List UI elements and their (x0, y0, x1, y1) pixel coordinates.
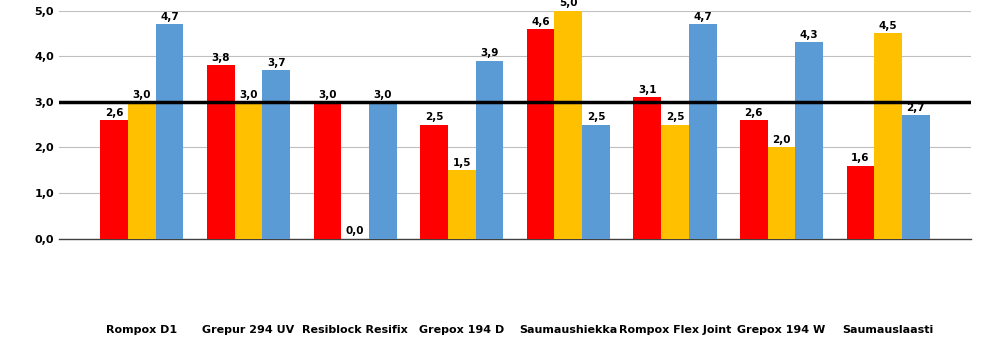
Text: 3,7: 3,7 (267, 58, 285, 67)
Text: Saumaushiekka: Saumaushiekka (519, 325, 617, 335)
Bar (634, 97, 661, 239)
Bar (847, 166, 874, 239)
Bar (129, 102, 156, 239)
Text: 3,9: 3,9 (481, 48, 498, 58)
Bar (582, 125, 610, 239)
Text: Grepox 194 D: Grepox 194 D (419, 325, 504, 335)
Text: 3,0: 3,0 (374, 90, 392, 100)
Text: 3,1: 3,1 (638, 85, 656, 95)
Text: 4,6: 4,6 (532, 16, 550, 26)
Text: 2,6: 2,6 (105, 108, 124, 118)
Bar (207, 65, 234, 239)
Text: Saumauslaasti: Saumauslaasti (843, 325, 934, 335)
Text: 2,5: 2,5 (587, 112, 605, 122)
Bar (156, 24, 183, 239)
Text: 2,0: 2,0 (772, 135, 791, 145)
Bar (740, 120, 768, 239)
Text: Rompox Flex Joint: Rompox Flex Joint (619, 325, 731, 335)
Text: 4,5: 4,5 (879, 21, 898, 31)
Text: 1,6: 1,6 (852, 153, 870, 163)
Bar (768, 147, 796, 239)
Text: 4,3: 4,3 (800, 30, 818, 40)
Bar (902, 115, 930, 239)
Text: 2,5: 2,5 (425, 112, 443, 122)
Bar (874, 33, 902, 239)
Text: Grepur 294 UV: Grepur 294 UV (202, 325, 294, 335)
Bar (689, 24, 716, 239)
Bar (234, 102, 262, 239)
Text: 4,7: 4,7 (694, 12, 712, 22)
Text: 2,5: 2,5 (666, 112, 684, 122)
Bar (476, 61, 503, 239)
Bar (100, 120, 129, 239)
Text: 0,0: 0,0 (346, 226, 364, 236)
Text: Resiblock Resifix: Resiblock Resifix (302, 325, 408, 335)
Text: 2,7: 2,7 (906, 103, 925, 113)
Text: 2,6: 2,6 (745, 108, 763, 118)
Text: Rompox D1: Rompox D1 (106, 325, 178, 335)
Bar (554, 11, 582, 239)
Text: 3,0: 3,0 (318, 90, 336, 100)
Text: Grepox 194 W: Grepox 194 W (738, 325, 826, 335)
Bar (420, 125, 448, 239)
Text: 3,0: 3,0 (239, 90, 258, 100)
Text: 3,0: 3,0 (132, 90, 151, 100)
Text: 3,8: 3,8 (212, 53, 230, 63)
Bar (448, 170, 476, 239)
Bar (369, 102, 396, 239)
Text: 4,7: 4,7 (160, 12, 179, 22)
Bar (527, 29, 554, 239)
Bar (796, 42, 823, 239)
Bar (314, 102, 341, 239)
Bar (661, 125, 689, 239)
Text: 5,0: 5,0 (559, 0, 578, 8)
Text: 1,5: 1,5 (452, 158, 471, 168)
Bar (262, 70, 290, 239)
